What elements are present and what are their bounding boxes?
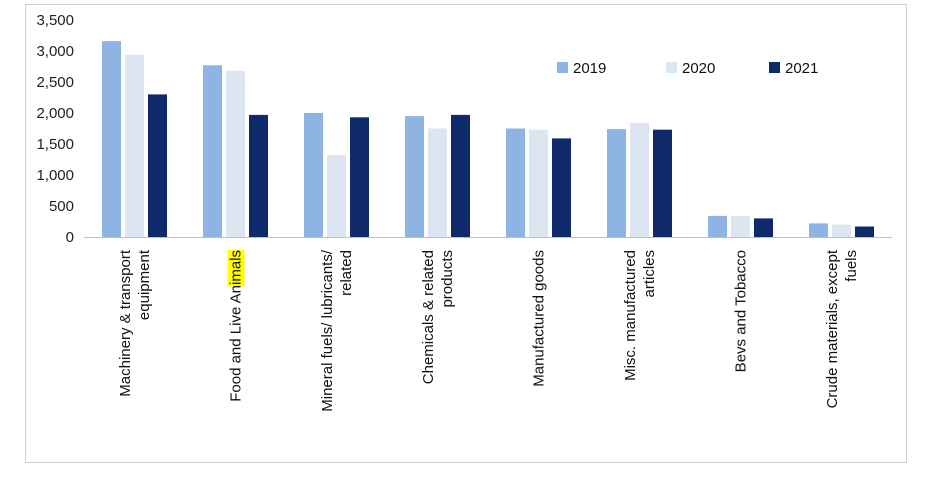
category-label-text: Chemicals & related (420, 250, 437, 384)
bar-2020-3 (428, 128, 447, 237)
legend-label: 2020 (682, 60, 715, 77)
category-label: Crude materials, except (824, 249, 841, 408)
bar-2021-4 (552, 138, 571, 237)
bar-2020-1 (226, 70, 245, 237)
legend-swatch-2020 (666, 62, 677, 73)
category-label-text: products (439, 250, 456, 308)
category-label-text: Manufactured goods (531, 250, 548, 387)
bar-2020-4 (529, 129, 548, 237)
y-tick-label: 500 (49, 198, 74, 215)
category-label: products (439, 250, 456, 308)
category-label: Mineral fuels/ lubricants/ (319, 249, 336, 412)
category-label: Manufactured goods (531, 250, 548, 387)
category-label: Misc. manufactured (622, 250, 639, 381)
y-tick-label: 1,000 (36, 167, 74, 184)
category-label: fuels (843, 250, 860, 282)
bar-2019-7 (809, 223, 828, 237)
bar-2020-2 (327, 155, 346, 237)
bar-2020-7 (832, 224, 851, 237)
bar-2021-7 (855, 226, 874, 237)
y-axis: 0 500 1,000 1,500 2,000 2,500 3,000 3,500 (36, 12, 74, 246)
bar-chart: 0 500 1,000 1,500 2,000 2,500 3,000 3,500 Machi… (36, 12, 892, 412)
y-tick-label: 0 (66, 229, 74, 246)
category-label: Chemicals & related (420, 250, 437, 384)
category-labels: Machinery & transport equipment Food and L… (117, 249, 860, 412)
category-label-text: Food and Live Animals (228, 250, 245, 402)
y-tick-label: 2,500 (36, 74, 74, 91)
bar-2021-2 (350, 117, 369, 237)
legend-swatch-2019 (557, 62, 568, 73)
category-label: equipment (136, 249, 153, 320)
bar-2021-5 (653, 129, 672, 237)
bar-2021-0 (148, 94, 167, 238)
bar-2020-6 (731, 215, 750, 237)
category-label-text: Bevs and Tobacco (733, 250, 750, 372)
category-label-text: Mineral fuels/ lubricants/ (319, 249, 336, 412)
bar-2019-1 (203, 65, 222, 237)
bar-2019-6 (708, 215, 727, 237)
bars (102, 41, 874, 238)
category-label: Food and Live Animals (227, 250, 245, 402)
bar-2021-3 (451, 114, 470, 237)
category-label: Machinery & transport (117, 249, 134, 397)
bar-2021-1 (249, 114, 268, 237)
category-label-text: articles (641, 250, 658, 298)
y-tick-label: 1,500 (36, 136, 74, 153)
legend-swatch-2021 (769, 62, 780, 73)
legend-label: 2019 (573, 60, 606, 77)
category-label: related (338, 250, 355, 296)
bar-2019-5 (607, 129, 626, 237)
legend: 2019 2020 2021 (557, 60, 818, 77)
category-label-text: Misc. manufactured (622, 250, 639, 381)
chart-frame: 0 500 1,000 1,500 2,000 2,500 3,000 3,500 Machi… (25, 4, 907, 463)
category-label-text: Crude materials, except (824, 249, 841, 408)
y-tick-label: 3,000 (36, 43, 74, 60)
bar-2020-5 (630, 122, 649, 237)
category-label-text: related (338, 250, 355, 296)
category-label: articles (641, 250, 658, 298)
bar-2019-2 (304, 113, 323, 237)
bar-2020-0 (125, 54, 144, 238)
bar-2021-6 (754, 218, 773, 237)
bar-2019-4 (506, 128, 525, 237)
bar-2019-0 (102, 41, 121, 237)
legend-label: 2021 (785, 60, 818, 77)
y-tick-label: 2,000 (36, 105, 74, 122)
bar-2019-3 (405, 116, 424, 237)
category-label-text: equipment (136, 249, 153, 320)
category-label-text: Machinery & transport (117, 249, 134, 397)
category-label: Bevs and Tobacco (733, 250, 750, 372)
category-label-text: fuels (843, 250, 860, 282)
highlight-mark (227, 250, 245, 287)
y-tick-label: 3,500 (36, 12, 74, 29)
